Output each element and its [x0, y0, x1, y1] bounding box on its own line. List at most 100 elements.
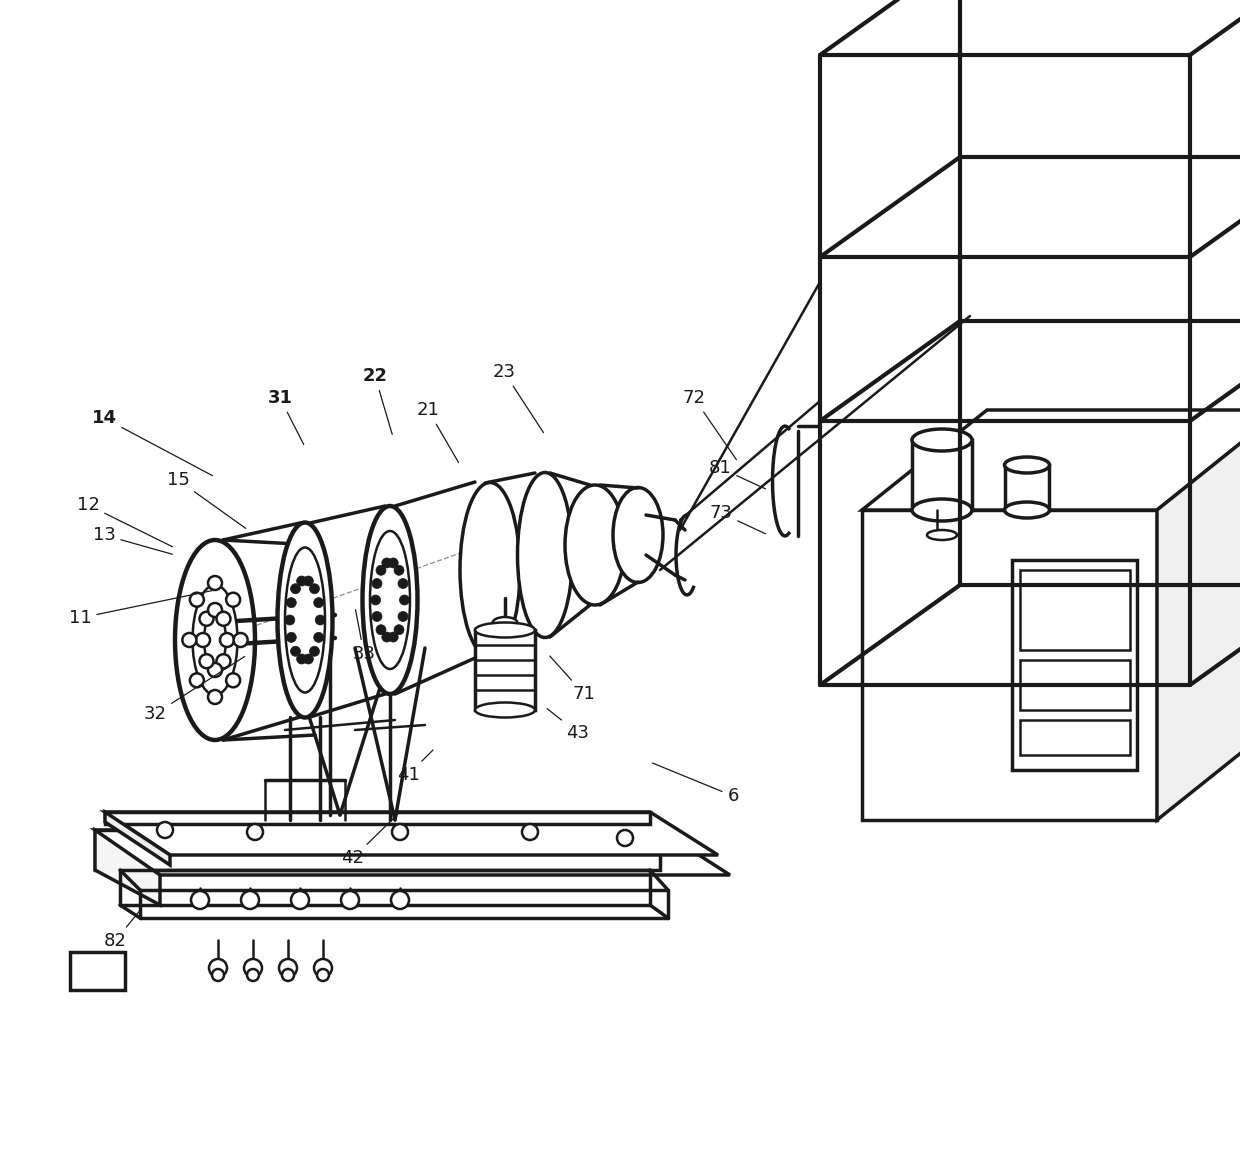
Text: 6: 6: [652, 763, 739, 805]
Circle shape: [226, 593, 241, 607]
Bar: [1021, 720, 1130, 755]
Bar: [69, 953, 125, 990]
Circle shape: [398, 612, 408, 622]
Circle shape: [290, 646, 300, 657]
Circle shape: [315, 615, 325, 625]
Circle shape: [376, 624, 386, 635]
Ellipse shape: [460, 482, 520, 658]
Circle shape: [182, 633, 196, 647]
Circle shape: [618, 830, 632, 846]
Polygon shape: [105, 812, 650, 824]
Text: 14: 14: [92, 409, 212, 476]
Ellipse shape: [278, 523, 332, 718]
Circle shape: [200, 612, 213, 625]
Circle shape: [286, 632, 296, 643]
Ellipse shape: [370, 531, 410, 669]
Polygon shape: [95, 830, 730, 875]
Circle shape: [304, 654, 314, 664]
Circle shape: [296, 654, 306, 664]
Circle shape: [281, 969, 294, 981]
Text: 32: 32: [144, 657, 244, 722]
Circle shape: [314, 632, 324, 643]
Circle shape: [376, 565, 386, 576]
Circle shape: [314, 598, 324, 608]
Circle shape: [208, 690, 222, 704]
Text: 73: 73: [709, 504, 765, 534]
Circle shape: [219, 633, 234, 647]
Text: 13: 13: [93, 526, 172, 554]
Text: 33: 33: [352, 609, 376, 664]
Circle shape: [391, 891, 409, 909]
Circle shape: [247, 969, 259, 981]
Ellipse shape: [928, 529, 957, 540]
Ellipse shape: [911, 499, 972, 521]
Text: 81: 81: [708, 459, 765, 489]
Circle shape: [392, 824, 408, 840]
Polygon shape: [105, 812, 170, 865]
Circle shape: [210, 959, 227, 977]
Ellipse shape: [192, 585, 238, 695]
Ellipse shape: [285, 548, 325, 692]
Text: 82: 82: [104, 910, 140, 950]
Circle shape: [304, 576, 314, 586]
Circle shape: [317, 969, 329, 981]
Ellipse shape: [205, 613, 226, 667]
Circle shape: [341, 891, 360, 909]
Circle shape: [208, 603, 222, 617]
Circle shape: [241, 891, 259, 909]
Circle shape: [247, 824, 263, 840]
Circle shape: [196, 633, 210, 647]
Ellipse shape: [565, 486, 625, 605]
Circle shape: [208, 576, 222, 590]
Bar: [1004, 465, 1049, 510]
Text: 21: 21: [417, 401, 459, 462]
Circle shape: [522, 824, 538, 840]
Circle shape: [372, 612, 382, 622]
Circle shape: [279, 959, 298, 977]
Circle shape: [310, 584, 320, 594]
Bar: [1012, 560, 1137, 770]
Text: 71: 71: [549, 657, 595, 703]
Circle shape: [296, 576, 306, 586]
Circle shape: [191, 891, 210, 909]
Circle shape: [190, 673, 203, 688]
Circle shape: [285, 615, 295, 625]
Circle shape: [314, 959, 332, 977]
Circle shape: [371, 595, 381, 605]
Text: 22: 22: [362, 366, 392, 435]
Polygon shape: [105, 812, 718, 855]
Circle shape: [217, 612, 231, 625]
Ellipse shape: [475, 622, 534, 637]
Ellipse shape: [613, 488, 663, 583]
Circle shape: [382, 632, 392, 642]
Polygon shape: [95, 830, 660, 870]
Circle shape: [310, 646, 320, 657]
Circle shape: [200, 654, 213, 668]
Bar: [911, 440, 972, 510]
Circle shape: [394, 624, 404, 635]
Ellipse shape: [475, 703, 534, 718]
Ellipse shape: [492, 617, 517, 629]
Text: 43: 43: [547, 709, 589, 742]
Circle shape: [291, 891, 309, 909]
Polygon shape: [95, 830, 160, 905]
Circle shape: [382, 558, 392, 568]
Circle shape: [388, 632, 398, 642]
Polygon shape: [1157, 410, 1240, 820]
Text: 12: 12: [77, 496, 172, 547]
Text: 23: 23: [492, 363, 543, 432]
Circle shape: [190, 593, 203, 607]
Text: 41: 41: [397, 750, 433, 784]
Circle shape: [233, 633, 248, 647]
Circle shape: [157, 822, 174, 838]
Text: 31: 31: [268, 390, 304, 445]
Circle shape: [399, 595, 409, 605]
Polygon shape: [862, 510, 1157, 820]
Polygon shape: [862, 410, 1240, 510]
Ellipse shape: [911, 429, 972, 451]
Text: 11: 11: [68, 591, 212, 627]
Circle shape: [398, 578, 408, 588]
Bar: [1021, 570, 1130, 650]
Circle shape: [286, 598, 296, 608]
Text: 15: 15: [166, 470, 246, 528]
